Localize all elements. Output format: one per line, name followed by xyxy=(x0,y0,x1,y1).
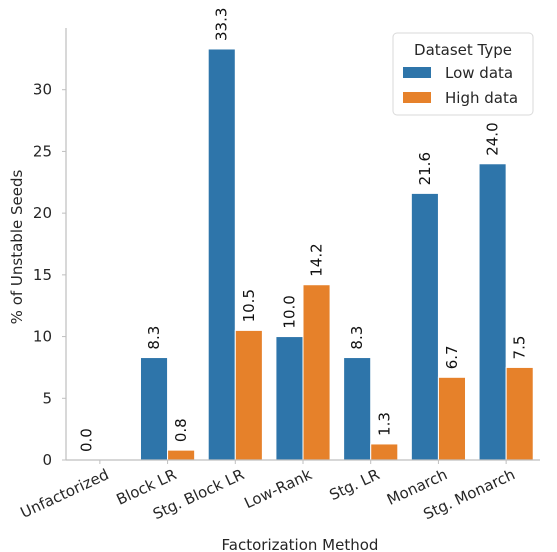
bar-low-data-5 xyxy=(410,192,439,461)
bar-high-data-6 xyxy=(505,366,534,461)
bar-high-data-1 xyxy=(167,449,196,461)
legend: Dataset Type Low data High data xyxy=(392,32,534,116)
data-label: 7.5 xyxy=(511,336,529,360)
data-label: 0.8 xyxy=(172,418,190,442)
bar-low-data-6 xyxy=(478,163,507,461)
legend-swatch-low-data xyxy=(403,67,431,78)
y-axis-title: % of Unstable Seeds xyxy=(8,170,26,325)
data-labels-layer: 0.0 8.3 33.3 10.0 8.3 21.6 24.0 0.8 10.5 14.2 1.3 6… xyxy=(77,8,528,452)
y-tick-label: 10 xyxy=(33,328,52,346)
y-tick-label: 25 xyxy=(33,142,52,160)
y-tick-label: 15 xyxy=(33,266,52,284)
y-tick-label: 20 xyxy=(33,204,52,222)
bar-low-data-1 xyxy=(139,357,169,461)
data-label: 1.3 xyxy=(375,412,393,436)
bar-low-data-3 xyxy=(275,336,304,461)
legend-label: Low data xyxy=(445,64,513,82)
legend-title: Dataset Type xyxy=(414,41,512,59)
data-label: 6.7 xyxy=(443,345,461,369)
x-axis-title: Factorization Method xyxy=(222,536,379,552)
bars-layer xyxy=(139,48,534,461)
x-tick-label: Stg. LR xyxy=(327,465,383,504)
x-tick-label: Low-Rank xyxy=(241,465,315,512)
bar-low-data-2 xyxy=(207,48,236,461)
data-label: 21.6 xyxy=(416,152,434,185)
data-label: 8.3 xyxy=(348,326,366,350)
legend-label: High data xyxy=(445,89,518,107)
data-label: 10.5 xyxy=(240,289,258,322)
bar-high-data-3 xyxy=(302,284,331,461)
y-tick-label: 5 xyxy=(42,389,52,407)
data-label: 0.0 xyxy=(77,428,95,452)
data-label: 24.0 xyxy=(484,122,502,155)
y-tick-label: 30 xyxy=(33,81,52,99)
bar-high-data-4 xyxy=(370,443,399,461)
bar-low-data-4 xyxy=(343,357,372,461)
data-label: 14.2 xyxy=(308,243,326,276)
data-label: 8.3 xyxy=(145,326,163,350)
data-label: 10.0 xyxy=(280,295,298,328)
data-label: 33.3 xyxy=(213,8,231,41)
legend-swatch-high-data xyxy=(403,92,431,103)
bar-high-data-5 xyxy=(437,376,467,461)
x-tick-label: Unfactorized xyxy=(18,465,112,522)
y-tick-label: 0 xyxy=(42,451,52,469)
bar-high-data-2 xyxy=(234,329,263,461)
